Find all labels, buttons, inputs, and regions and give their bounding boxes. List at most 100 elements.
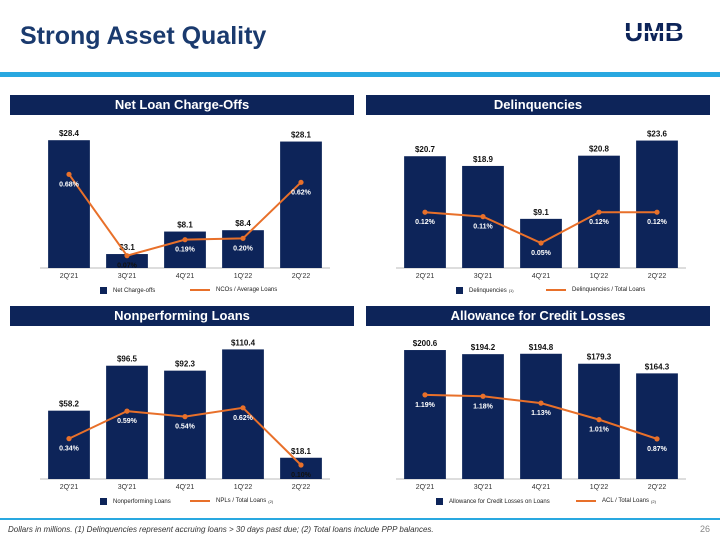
legend-line-item: NCOs / Average Loans bbox=[190, 287, 277, 293]
page-number: 26 bbox=[699, 524, 710, 534]
bar-value-label: $8.4 bbox=[235, 219, 251, 228]
umb-logo: UMB bbox=[606, 20, 702, 46]
footnote: Dollars in millions. (1) Delinquencies r… bbox=[8, 525, 434, 534]
legend-label: Allowance for Credit Losses on Loans bbox=[449, 498, 550, 505]
category-label: 2Q'22 bbox=[648, 484, 667, 491]
ratio-point bbox=[124, 253, 130, 259]
bar bbox=[462, 354, 504, 479]
legend-footnote-ref: (2) bbox=[268, 498, 274, 504]
chart-legend: Nonperforming Loans NPLs / Total Loans (2) bbox=[10, 498, 354, 510]
ratio-label: 0.12% bbox=[415, 219, 436, 226]
ratio-label: 0.05% bbox=[531, 250, 552, 257]
bar bbox=[280, 141, 322, 268]
legend-bar-swatch bbox=[436, 498, 443, 505]
net-loan-chargeoffs-chart: $28.4 2Q'21 $3.1 3Q'21 $8.1 4Q'21 $8.4 1Q'22 $28… bbox=[40, 129, 330, 280]
bar-value-label: $28.4 bbox=[59, 129, 80, 138]
ratio-point bbox=[480, 214, 486, 220]
bar-value-label: $28.1 bbox=[291, 131, 312, 140]
legend-bar-item: Allowance for Credit Losses on Loans bbox=[436, 498, 550, 505]
ratio-point bbox=[596, 417, 602, 423]
category-label: 1Q'22 bbox=[590, 273, 609, 280]
legend-line-swatch bbox=[190, 289, 210, 291]
ratio-point bbox=[124, 408, 130, 414]
nonperforming-loans-chart: $58.2 2Q'21 $96.5 3Q'21 $92.3 4Q'21 $110.4 1Q'2… bbox=[40, 338, 330, 491]
bar bbox=[280, 457, 322, 479]
allowance-credit-losses-panel: Allowance for Credit Losses $200.6 2Q'21 $… bbox=[366, 306, 710, 506]
ratio-point bbox=[654, 209, 660, 215]
category-label: 2Q'22 bbox=[292, 273, 311, 280]
ratio-point bbox=[422, 392, 428, 398]
ratio-point bbox=[182, 237, 188, 243]
legend-bar-swatch bbox=[456, 287, 463, 294]
category-label: 3Q'21 bbox=[118, 273, 137, 280]
ratio-point bbox=[422, 209, 428, 215]
delinquencies-chart: $20.7 2Q'21 $18.9 3Q'21 $9.1 4Q'21 $20.8 1Q'22 $… bbox=[396, 130, 686, 280]
bar-value-label: $92.3 bbox=[175, 360, 196, 369]
ratio-point bbox=[538, 400, 544, 406]
ratio-label: 0.11% bbox=[473, 224, 493, 231]
bar-value-label: $23.6 bbox=[647, 130, 668, 139]
ratio-label: 0.10% bbox=[291, 472, 312, 479]
ratio-label: 1.19% bbox=[415, 402, 436, 409]
ratio-label: 0.12% bbox=[647, 219, 668, 226]
bar-value-label: $20.7 bbox=[415, 145, 436, 154]
panel-title: Nonperforming Loans bbox=[10, 306, 354, 326]
category-label: 1Q'22 bbox=[590, 484, 609, 491]
legend-footnote-ref: (1) bbox=[508, 288, 514, 293]
bar-value-label: $96.5 bbox=[117, 355, 138, 364]
ratio-point bbox=[538, 240, 544, 246]
ratio-label: 0.62% bbox=[291, 189, 312, 196]
ratio-label: 1.13% bbox=[531, 410, 552, 417]
ratio-label: 0.12% bbox=[589, 219, 610, 226]
bar-value-label: $110.4 bbox=[231, 338, 256, 347]
ratio-point bbox=[240, 405, 246, 411]
ratio-point bbox=[654, 436, 660, 442]
legend-footnote-ref: (2) bbox=[651, 498, 656, 504]
page-title: Strong Asset Quality bbox=[20, 22, 267, 50]
legend-line-item: NPLs / Total Loans (2) bbox=[190, 498, 273, 504]
bar-value-label: $3.1 bbox=[119, 243, 135, 252]
bar bbox=[48, 410, 90, 479]
ratio-label: 0.19% bbox=[175, 247, 196, 254]
legend-label: ACL / Total Loans bbox=[602, 498, 650, 504]
category-label: 4Q'21 bbox=[176, 273, 195, 280]
category-label: 2Q'22 bbox=[292, 484, 311, 491]
category-label: 1Q'22 bbox=[234, 484, 253, 491]
panel-title: Allowance for Credit Losses bbox=[366, 306, 710, 326]
category-label: 1Q'22 bbox=[234, 273, 253, 280]
ratio-point bbox=[240, 235, 246, 241]
bar bbox=[636, 373, 678, 479]
legend-label: Nonperforming Loans bbox=[113, 498, 171, 505]
bar bbox=[404, 350, 446, 479]
footer-rule bbox=[0, 518, 720, 520]
ratio-label: 0.59% bbox=[117, 418, 138, 425]
legend-label: NCOs / Average Loans bbox=[216, 287, 278, 293]
category-label: 3Q'21 bbox=[474, 273, 493, 280]
category-label: 4Q'21 bbox=[176, 484, 195, 491]
legend-bar-swatch bbox=[100, 287, 107, 294]
category-label: 2Q'21 bbox=[416, 484, 435, 491]
bar bbox=[106, 365, 148, 479]
ratio-point bbox=[596, 209, 602, 215]
legend-bar-item: Nonperforming Loans bbox=[100, 498, 171, 505]
legend-bar-swatch bbox=[100, 498, 107, 505]
ratio-label: 0.54% bbox=[175, 424, 196, 431]
chart-legend: Allowance for Credit Losses on Loans ACL … bbox=[366, 498, 710, 510]
bar-value-label: $18.9 bbox=[473, 155, 494, 164]
panel-title: Delinquencies bbox=[366, 95, 710, 115]
legend-bar-item: Net Charge-offs bbox=[100, 287, 155, 294]
panel-title: Net Loan Charge-Offs bbox=[10, 95, 354, 115]
legend-line-item: Delinquencies / Total Loans bbox=[546, 287, 645, 293]
net-loan-chargeoffs-panel: Net Loan Charge-Offs $28.4 2Q'21 $3.1 3Q'21… bbox=[10, 95, 354, 295]
chart-legend: Net Charge-offs NCOs / Average Loans bbox=[10, 287, 354, 299]
ratio-point bbox=[66, 171, 72, 177]
bar bbox=[222, 349, 264, 479]
ratio-point bbox=[298, 462, 304, 468]
legend-label: NPLs / Total Loans bbox=[216, 498, 267, 504]
bar-value-label: $200.6 bbox=[413, 339, 438, 348]
ratio-point bbox=[298, 179, 304, 185]
allowance-credit-losses-chart: $200.6 2Q'21 $194.2 3Q'21 $194.8 4Q'21 $179.3 1… bbox=[396, 339, 686, 491]
bar bbox=[636, 140, 678, 268]
bar-value-label: $8.1 bbox=[177, 221, 193, 230]
chart-legend: Delinquencies (1) Delinquencies / Total Lo… bbox=[366, 287, 710, 299]
